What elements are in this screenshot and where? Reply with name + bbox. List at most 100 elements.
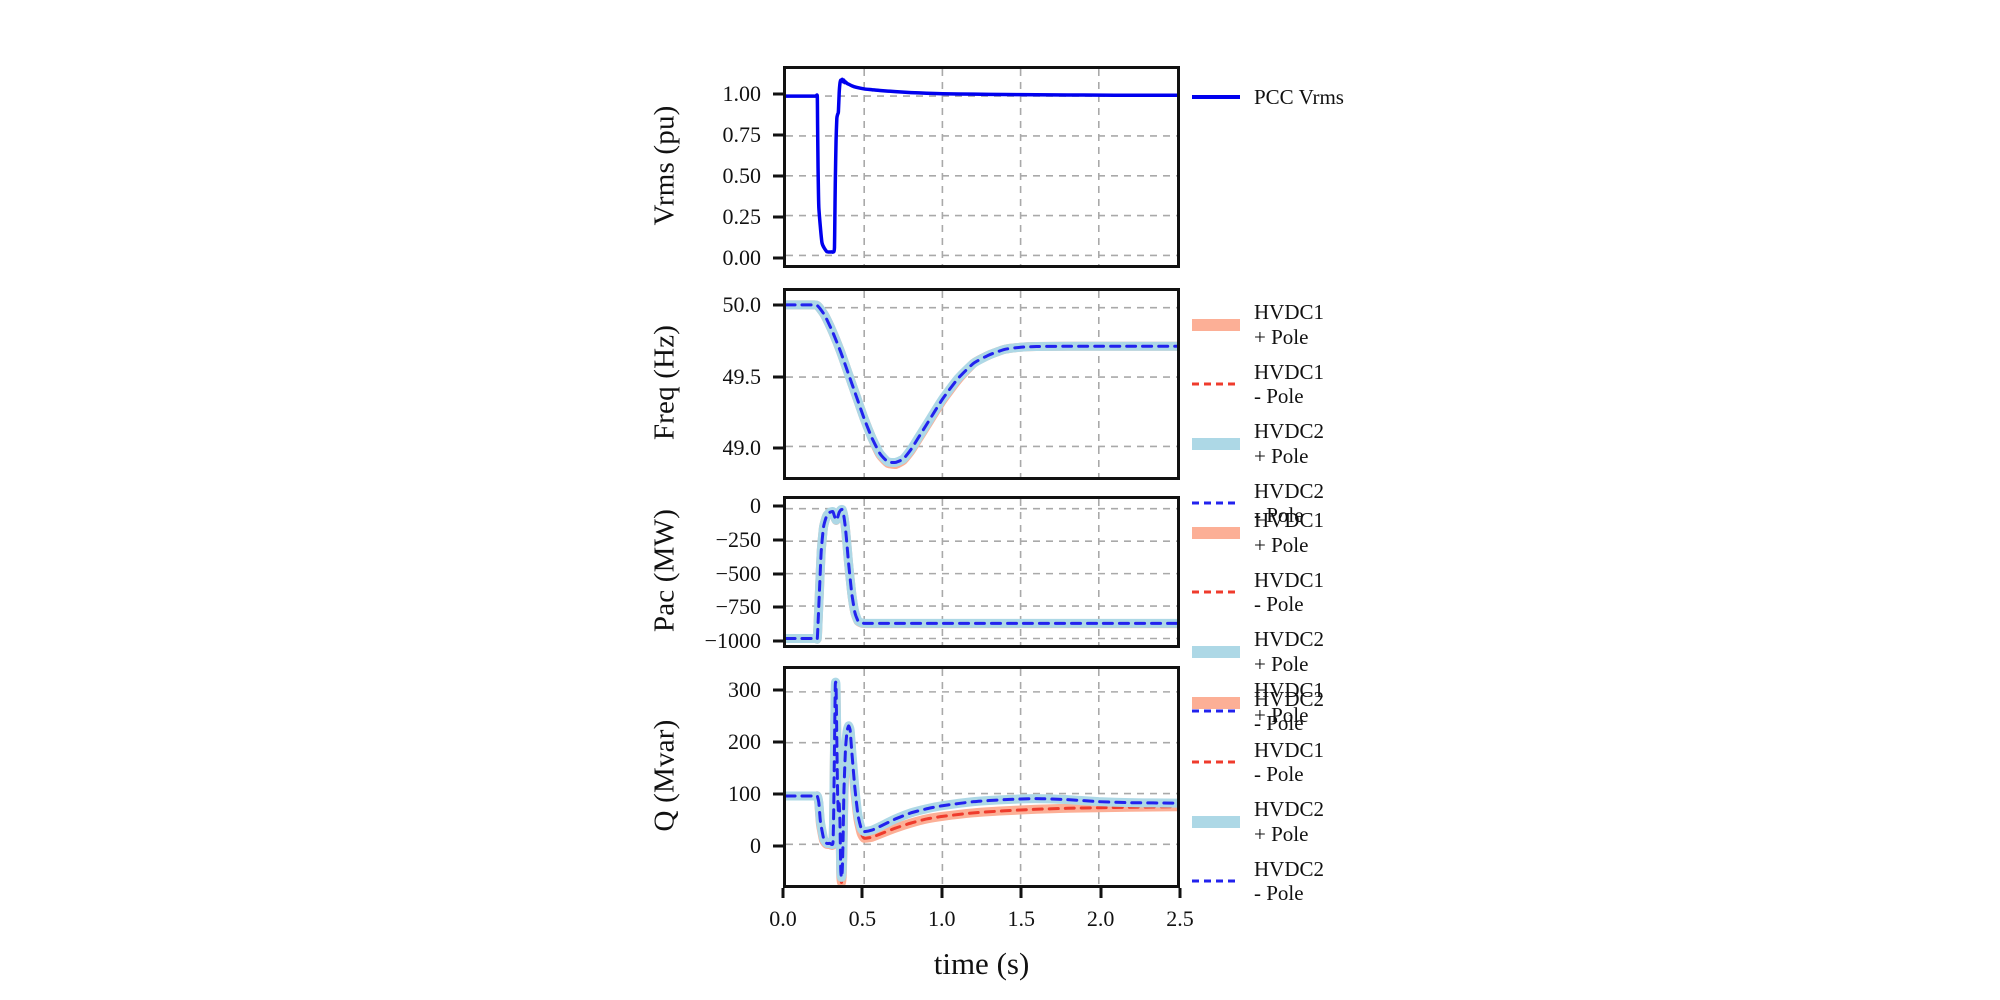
- series-line: [786, 677, 1177, 882]
- legend-row: HVDC2- Pole: [1192, 479, 1324, 529]
- legend-panel-3: HVDC1 + Pole HVDC1- Pole HVDC2 + Pole HVDC2- …: [1192, 678, 1324, 916]
- plot-canvas-3: [786, 669, 1177, 885]
- xtick-mark-4: [1099, 888, 1103, 898]
- legend-swatch-hvdc2-minus: [1192, 870, 1240, 892]
- ytick-label-0-0: 0.00: [722, 245, 762, 271]
- ytick-mark-1-2: [773, 303, 783, 307]
- plot-canvas-2: [786, 499, 1177, 645]
- legend-label-line1: HVDC2: [1254, 419, 1325, 444]
- ytick-mark-0-0: [773, 256, 783, 260]
- ytick-mark-2-0: [773, 504, 783, 508]
- legend-label: HVDC1 + Pole: [1254, 678, 1324, 728]
- plot-axes-0: [783, 66, 1180, 268]
- legend-label: HVDC1 + Pole: [1254, 508, 1324, 558]
- legend-label-line1: HVDC2: [1254, 627, 1325, 652]
- legend-panel-1: HVDC1 + Pole HVDC1- Pole HVDC2 + Pole HVDC2- …: [1192, 300, 1324, 538]
- legend-label: HVDC2- Pole: [1254, 479, 1324, 529]
- legend-label-line1: HVDC1: [1254, 737, 1325, 762]
- legend-label-line2: - Pole: [1254, 762, 1304, 787]
- ytick-label-0-2: 0.50: [722, 163, 762, 189]
- xtick-mark-0: [781, 888, 785, 898]
- ytick-mark-1-0: [773, 446, 783, 450]
- xtick-label-1: 0.5: [848, 906, 877, 931]
- legend-label-line1: HVDC1: [1254, 300, 1325, 324]
- ytick-label-2-3: −750: [715, 594, 761, 620]
- legend-label-line1: HVDC1: [1254, 678, 1325, 702]
- ytick-label-1-0: 49.0: [722, 435, 762, 461]
- legend-row: HVDC2 + Pole: [1192, 419, 1324, 469]
- ytick-mark-2-3: [773, 605, 783, 609]
- ytick-mark-0-1: [773, 215, 783, 219]
- ytick-mark-1-1: [773, 375, 783, 379]
- xtick-mark-1: [860, 888, 864, 898]
- legend-row: HVDC1- Pole: [1192, 360, 1324, 410]
- legend-label-line2: + Pole: [1254, 651, 1309, 676]
- legend-swatch-hvdc1-minus: [1192, 373, 1240, 395]
- ytick-label-3-0: 0: [750, 833, 761, 859]
- legend-label: HVDC2 + Pole: [1254, 797, 1324, 847]
- legend-swatch-hvdc2-minus: [1192, 700, 1240, 722]
- legend-label-line2: + Pole: [1254, 532, 1309, 557]
- ytick-mark-0-3: [773, 133, 783, 137]
- ytick-label-2-2: −500: [715, 560, 761, 586]
- legend-label: HVDC2- Pole: [1254, 687, 1324, 737]
- ytick-label-0-1: 0.25: [722, 204, 762, 230]
- legend-swatch-pcc-vrms: [1192, 87, 1240, 107]
- ylabel-3: Q (Mvar): [648, 719, 681, 832]
- legend-label: HVDC2- Pole: [1254, 857, 1324, 907]
- ytick-label-2-4: −1000: [704, 628, 761, 654]
- ytick-label-0-4: 1.00: [722, 80, 762, 106]
- series-line: [786, 300, 1177, 470]
- legend-label-line2: + Pole: [1254, 443, 1309, 468]
- ytick-mark-2-4: [773, 639, 783, 643]
- legend-label: HVDC2 + Pole: [1254, 627, 1324, 677]
- legend-swatch-hvdc1-minus: [1192, 751, 1240, 773]
- legend-swatch-hvdc2-minus: [1192, 492, 1240, 514]
- legend-swatch-hvdc1-minus: [1192, 581, 1240, 603]
- xtick-label-2: 1.0: [928, 906, 956, 931]
- legend-row: HVDC1 + Pole: [1192, 300, 1324, 350]
- legend-label-line1: HVDC1: [1254, 567, 1325, 592]
- plot-axes-2: [783, 496, 1180, 648]
- ytick-label-1-2: 50.0: [722, 292, 762, 318]
- legend-label-line1: HVDC2: [1254, 686, 1325, 711]
- xtick-label-4: 2.0: [1086, 906, 1115, 931]
- legend-label: PCC Vrms: [1254, 85, 1344, 109]
- legend-swatch-hvdc2-plus: [1192, 811, 1240, 833]
- legend-swatch-hvdc2-plus: [1192, 433, 1240, 455]
- legend-panel-2: HVDC1 + Pole HVDC1- Pole HVDC2 + Pole HVDC2- …: [1192, 508, 1324, 746]
- legend-label-line2: + Pole: [1254, 324, 1309, 349]
- legend-label-line1: HVDC2: [1254, 797, 1325, 822]
- legend-label-line2: - Pole: [1254, 384, 1304, 409]
- legend-row: HVDC2- Pole: [1192, 857, 1324, 907]
- legend-panel-0: PCC Vrms: [1192, 85, 1344, 112]
- legend-label-line2: - Pole: [1254, 503, 1304, 528]
- ytick-label-2-1: −250: [715, 526, 761, 552]
- legend-label: HVDC1 + Pole: [1254, 300, 1324, 350]
- ytick-mark-0-2: [773, 174, 783, 178]
- legend-swatch-hvdc2-plus: [1192, 641, 1240, 663]
- legend-swatch-hvdc1-plus: [1192, 522, 1240, 544]
- ytick-mark-3-3: [773, 688, 783, 691]
- ytick-mark-0-4: [773, 92, 783, 96]
- legend-label: HVDC1- Pole: [1254, 568, 1324, 618]
- ytick-mark-3-0: [773, 844, 783, 848]
- series-line: [786, 300, 1177, 468]
- ytick-label-0-3: 0.75: [722, 121, 762, 147]
- ytick-mark-3-1: [773, 792, 783, 796]
- ytick-label-3-1: 100: [728, 780, 761, 806]
- xtick-mark-2: [940, 888, 944, 898]
- ytick-label-3-2: 200: [728, 728, 761, 754]
- legend-label-line2: - Pole: [1254, 711, 1304, 736]
- series-line: [786, 303, 1177, 467]
- legend-swatch-hvdc1-plus: [1192, 692, 1240, 714]
- ytick-label-3-3: 300: [728, 676, 761, 702]
- ytick-label-2-0: 0: [750, 493, 761, 519]
- legend-label: HVDC1- Pole: [1254, 738, 1324, 788]
- legend-label-line1: HVDC1: [1254, 508, 1325, 532]
- series-line: [786, 507, 1177, 641]
- legend-label-line1: HVDC2: [1254, 478, 1325, 503]
- xtick-mark-3: [1019, 888, 1023, 898]
- legend-row: PCC Vrms: [1192, 85, 1344, 110]
- xtick-mark-5: [1178, 888, 1182, 898]
